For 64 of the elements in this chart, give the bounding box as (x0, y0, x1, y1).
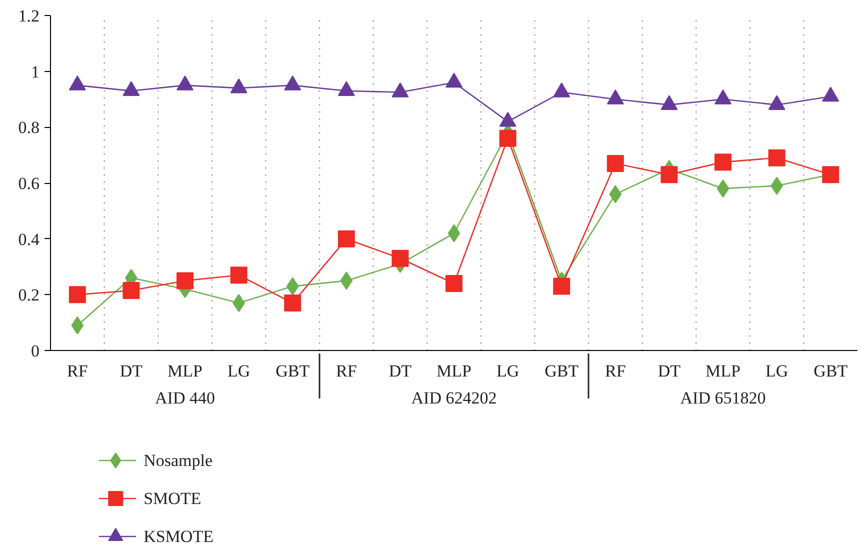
point (68, 76, 86, 90)
y-tick-label: 1 (31, 62, 40, 82)
point (714, 90, 732, 104)
point (448, 224, 460, 242)
point (822, 166, 840, 184)
point (68, 286, 86, 304)
x-tick-label: LG (765, 362, 788, 380)
point (338, 81, 355, 96)
point (284, 294, 302, 312)
x-tick-label: GBT (276, 362, 310, 380)
x-tick-label: RF (336, 362, 357, 380)
point (392, 82, 409, 98)
point (392, 250, 409, 267)
x-tick-label: RF (605, 362, 626, 380)
point (499, 130, 516, 147)
point (553, 278, 570, 295)
point (122, 282, 140, 299)
x-tick-label: RF (67, 362, 88, 380)
text: AID 651820 (680, 388, 766, 408)
x-tick-label: DT (120, 362, 144, 380)
legend-label: KSMOTE (144, 527, 214, 544)
point (660, 95, 678, 110)
x-tick-label: LG (227, 362, 250, 380)
y-tick-label: 0.6 (18, 174, 40, 193)
x-tick-label: DT (388, 362, 412, 380)
point (553, 82, 570, 98)
point (446, 72, 462, 88)
point (284, 76, 302, 90)
point (768, 95, 786, 110)
y-tick-label: 0.4 (18, 230, 40, 249)
point (606, 90, 624, 104)
point (122, 81, 140, 96)
point (716, 180, 730, 198)
point (822, 86, 840, 102)
x-tick-label: GBT (544, 362, 580, 380)
x-tick-label: LG (496, 362, 520, 380)
point (71, 316, 84, 334)
point (176, 76, 194, 90)
point (286, 277, 299, 296)
text: AID 624202 (411, 388, 497, 408)
point (768, 149, 786, 166)
text: AID 440 (155, 388, 215, 408)
y-tick-label: 0.2 (18, 286, 40, 305)
x-tick-label: MLP (436, 362, 472, 380)
point (609, 185, 622, 204)
legend-label: Nosample (144, 451, 213, 470)
x-tick-label: DT (658, 362, 682, 380)
legend-label: SMOTE (144, 489, 202, 508)
y-tick-label: 0 (31, 342, 40, 360)
x-tick-label: MLP (706, 362, 740, 380)
x-tick-label: GBT (814, 362, 848, 380)
point (176, 272, 194, 290)
point (446, 275, 462, 292)
point (499, 112, 516, 127)
y-tick-label: 1.2 (18, 6, 40, 26)
y-tick-label: 0.8 (18, 118, 40, 138)
x-tick-label: MLP (168, 362, 202, 380)
point (660, 166, 678, 184)
point (714, 154, 732, 171)
point (230, 266, 248, 284)
point (606, 154, 624, 172)
point (338, 230, 355, 248)
point (230, 78, 248, 94)
point (340, 272, 353, 290)
